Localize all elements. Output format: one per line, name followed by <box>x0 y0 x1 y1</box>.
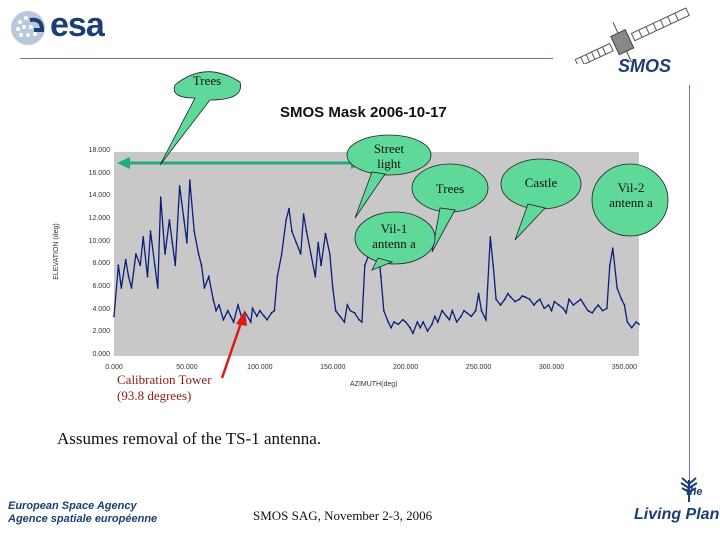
slide-caption: Assumes removal of the TS-1 antenna. <box>57 429 322 448</box>
esa-logo: esa <box>8 6 138 46</box>
esa-logo-icon <box>11 11 45 45</box>
y-tick-label: 14.000 <box>88 192 110 200</box>
x-tick-label: 200.000 <box>393 364 419 371</box>
y-axis-label: ELEVATION (deg) <box>52 223 60 280</box>
bubble-street-light: Street light <box>373 141 405 171</box>
living-planet-the: the <box>686 486 703 498</box>
bubble-trees-top: Trees <box>192 73 222 88</box>
y-tick-label: 4.000 <box>92 305 110 313</box>
x-tick-label: 100.000 <box>247 364 273 371</box>
bubble-castle: Castle <box>524 175 558 190</box>
x-tick-label: 150.000 <box>320 364 346 371</box>
agency-line-en: European Space Agency <box>8 500 137 512</box>
bubble-trees-right: Trees <box>435 181 465 196</box>
living-planet-leaf-icon <box>680 477 698 502</box>
smos-logo-text: SMOS <box>618 56 672 76</box>
x-tick-label: 250.000 <box>465 364 492 371</box>
bubble-vil2: Vil-2 antenn a <box>609 180 653 210</box>
living-planet-text: Living Planet <box>634 506 720 523</box>
y-tick-label: 18.000 <box>88 147 110 154</box>
y-tick-label: 16.000 <box>88 169 110 177</box>
agency-logo-text: European Space Agency Agence spatiale eu… <box>8 500 157 526</box>
living-planet-logo: the Living Planet <box>634 477 720 528</box>
y-tick-label: 6.000 <box>92 283 110 290</box>
esa-logo-text: esa <box>50 6 105 44</box>
right-divider <box>689 85 690 485</box>
x-tick-label: 350.000 <box>611 364 638 371</box>
calibration-label-line2: (93.8 degrees) <box>117 388 192 403</box>
x-tick-label: 300.000 <box>538 364 565 371</box>
x-tick-label: 0.000 <box>105 364 123 371</box>
calibration-label-line1: Calibration Tower <box>117 372 212 387</box>
bubble-vil1: Vil-1 antenn a <box>372 221 416 251</box>
footer-event: SMOS SAG, November 2-3, 2006 <box>253 508 433 523</box>
chart-title: SMOS Mask 2006-10-17 <box>280 104 447 121</box>
y-tick-label: 2.000 <box>92 328 110 336</box>
x-tick-label: 50.000 <box>176 364 198 371</box>
smos-satellite-icon <box>574 7 690 64</box>
smos-logo: SMOS <box>560 4 710 80</box>
y-tick-label: 0.000 <box>92 351 110 358</box>
y-tick-label: 12.000 <box>88 215 110 222</box>
y-tick-label: 10.000 <box>88 237 110 245</box>
x-axis-label: AZIMUTH(deg) <box>350 381 398 388</box>
y-tick-label: 8.000 <box>92 260 110 268</box>
agency-line-fr: Agence spatiale européenne <box>8 513 158 525</box>
calibration-label: Calibration Tower (93.8 degrees) <box>117 372 212 404</box>
header-divider <box>20 58 553 59</box>
